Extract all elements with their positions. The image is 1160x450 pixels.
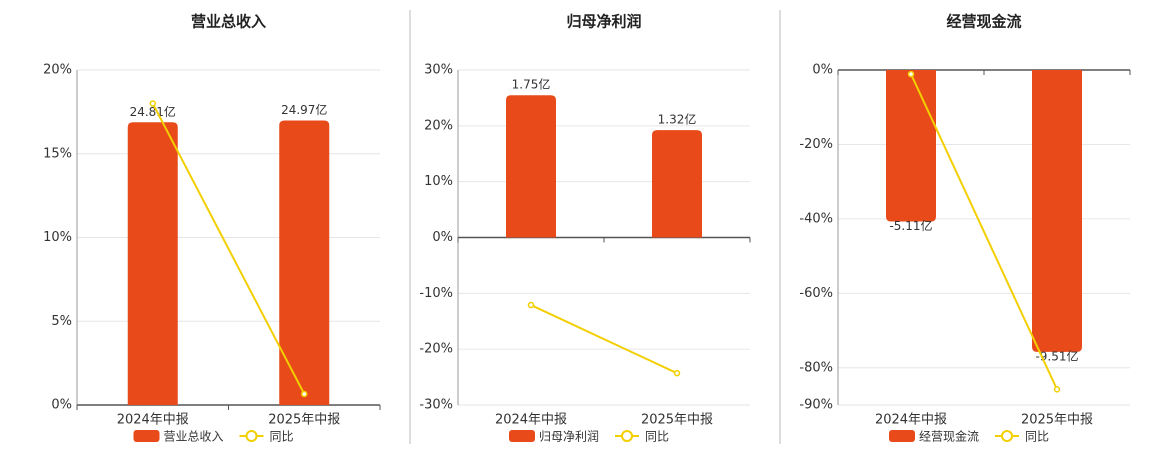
x-tick-label: 2025年中报 xyxy=(641,413,713,428)
legend-label: 同比 xyxy=(1025,430,1049,444)
y-tick-label: -90% xyxy=(799,398,833,413)
y-tick-label: 20% xyxy=(43,63,72,78)
y-tick-label: 5% xyxy=(51,314,72,329)
line-point xyxy=(301,390,308,398)
legend-label: 营业总收入 xyxy=(164,430,224,444)
line xyxy=(530,304,678,375)
line-point xyxy=(149,100,156,107)
y-tick-label: 0% xyxy=(432,230,453,245)
legend-swatch xyxy=(509,430,535,442)
bar xyxy=(127,122,178,405)
line-point xyxy=(1053,386,1061,393)
legend-label: 归母净利润 xyxy=(539,430,599,444)
y-tick-label: -60% xyxy=(799,286,833,301)
legend-swatch xyxy=(1001,430,1014,442)
chart-title: 营业总收入 xyxy=(191,13,266,31)
y-tick-label: 30% xyxy=(424,63,453,78)
legend-swatch xyxy=(245,430,258,442)
x-tick-label: 2024年中报 xyxy=(875,413,947,428)
x-tick-label: 2025年中报 xyxy=(1021,413,1093,428)
bar xyxy=(506,95,556,238)
chart-title: 经营现金流 xyxy=(946,13,1021,31)
y-tick-label: 10% xyxy=(43,230,72,245)
legend-label: 同比 xyxy=(645,430,669,444)
y-tick-label: -30% xyxy=(419,398,453,413)
line-point xyxy=(527,301,535,309)
value-label: 1.32亿 xyxy=(658,112,697,127)
y-tick-label: -40% xyxy=(799,211,833,226)
line-point xyxy=(673,369,681,377)
y-tick-label: 10% xyxy=(424,174,453,189)
y-tick-label: 0% xyxy=(812,63,833,78)
value-label: 24.81亿 xyxy=(130,104,176,119)
value-label: -9.51亿 xyxy=(1035,348,1078,363)
value-label: -5.11亿 xyxy=(889,218,932,233)
bar xyxy=(652,130,702,238)
bar xyxy=(279,120,330,405)
legend-label: 同比 xyxy=(270,430,294,444)
x-tick-label: 2024年中报 xyxy=(495,413,567,428)
value-label: 1.75亿 xyxy=(512,77,551,92)
y-tick-label: -80% xyxy=(799,360,833,375)
value-label: 24.97亿 xyxy=(281,102,327,117)
y-tick-label: 15% xyxy=(43,146,72,161)
bar xyxy=(886,70,936,222)
x-tick-label: 2024年中报 xyxy=(117,413,189,428)
legend-swatch xyxy=(621,430,634,442)
bar xyxy=(1032,70,1082,352)
y-tick-label: -10% xyxy=(419,286,453,301)
y-tick-label: -20% xyxy=(419,342,453,357)
line-point xyxy=(907,70,915,78)
legend-swatch xyxy=(133,430,160,442)
x-tick-label: 2025年中报 xyxy=(268,413,340,428)
y-tick-label: 20% xyxy=(424,118,453,133)
chart-title: 归母净利润 xyxy=(566,13,641,31)
y-tick-label: 0% xyxy=(51,398,72,413)
legend-swatch xyxy=(889,430,915,442)
y-tick-label: -20% xyxy=(799,137,833,152)
legend-label: 经营现金流 xyxy=(919,429,979,444)
line xyxy=(151,103,306,395)
line xyxy=(910,73,1058,390)
